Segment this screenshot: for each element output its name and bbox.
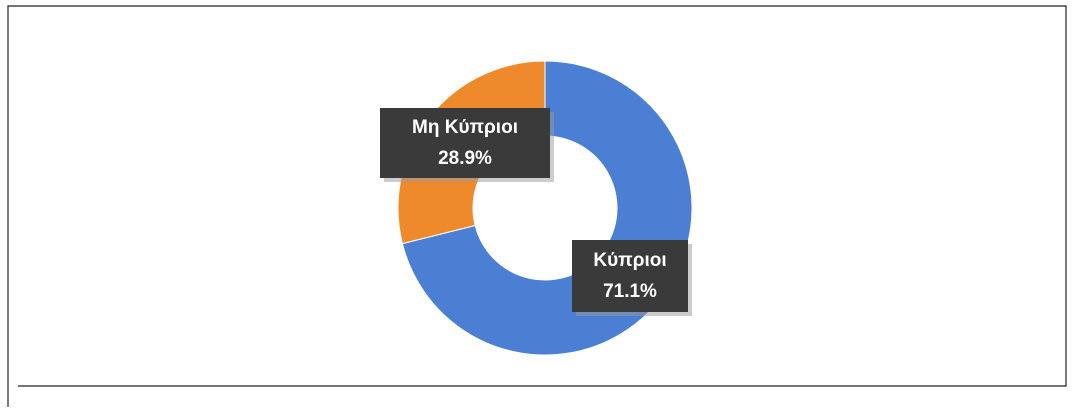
label-value: 28.9%	[438, 148, 492, 169]
frame	[7, 5, 1067, 407]
data-label: Μη Κύπριοι 28.9%	[380, 108, 554, 182]
label-value: 71.1%	[603, 281, 657, 302]
label-box	[572, 240, 688, 312]
data-label: Κύπριοι 71.1%	[572, 240, 692, 316]
label-category: Μη Κύπριοι	[412, 117, 518, 138]
label-box	[380, 108, 550, 178]
label-category: Κύπριοι	[593, 250, 666, 271]
